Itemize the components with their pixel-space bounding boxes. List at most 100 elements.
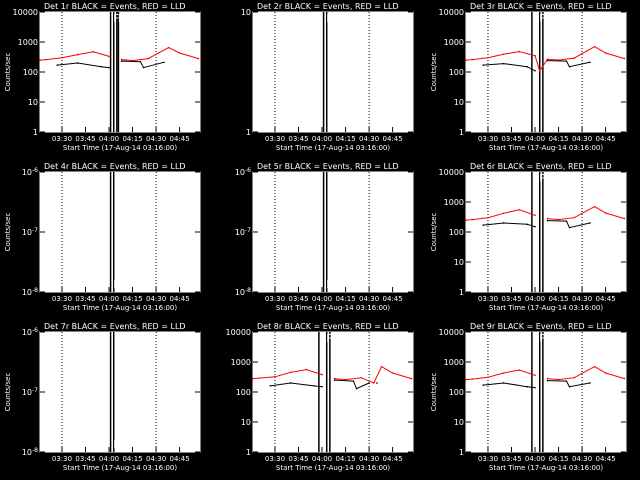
y-tick-label: 1 — [246, 448, 251, 457]
x-tick-label: 03:30 — [52, 295, 72, 303]
plot-area — [39, 171, 201, 293]
panel-det-9: Det 9r BLACK = Events, RED = LLD 1 10 100 10… — [430, 322, 627, 472]
lld-data-point — [120, 58, 123, 61]
x-tick-label: 04:30 — [146, 135, 166, 143]
plot-area — [465, 171, 627, 293]
y-axis-label: Counts/sec — [4, 373, 12, 412]
event-marker-label: F — [326, 12, 332, 25]
x-axis-label: Start Time (17-Aug-14 03:16:00) — [489, 144, 603, 152]
events-data-point — [568, 385, 571, 388]
events-data-point — [534, 386, 536, 389]
lld-data-point — [502, 372, 505, 374]
events-data-point — [139, 60, 142, 63]
x-tick-label: 04:00 — [312, 455, 332, 463]
x-tick-label: 04:30 — [359, 295, 379, 303]
x-tick-label: 04:45 — [383, 135, 403, 143]
x-tick-label: 04:00 — [525, 295, 545, 303]
event-marker-label: F — [539, 332, 545, 345]
y-tick-label: 1000 — [444, 38, 464, 47]
events-data-point — [482, 64, 485, 66]
events-series-line — [547, 220, 591, 229]
y-tick-label: 10 — [454, 258, 464, 267]
events-data-point — [100, 65, 102, 68]
y-tick-label: 1 — [33, 128, 38, 137]
y-tick-label: 1 — [459, 448, 464, 457]
event-marker-label: F — [326, 332, 332, 345]
lld-data-point — [465, 219, 467, 221]
y-tick-label: 10 — [241, 8, 251, 17]
lld-data-point — [344, 378, 347, 381]
x-tick-label: 04:15 — [122, 135, 142, 143]
lld-data-point — [593, 45, 596, 48]
panel-det-3: Det 3r BLACK = Events, RED = LLD 1 10 100 10… — [430, 2, 627, 152]
x-tick-label: 04:45 — [170, 135, 190, 143]
events-data-point — [333, 379, 336, 381]
y-tick-label: 10-8 — [235, 287, 251, 297]
panel-title: Det 8r BLACK = Events, RED = LLD — [257, 322, 399, 331]
lld-data-point — [487, 216, 489, 219]
y-tick-label: 10-7 — [235, 227, 251, 237]
y-tick-label: 10-6 — [235, 167, 251, 177]
y-tick-label: 10 — [241, 418, 251, 427]
events-data-point — [589, 61, 591, 64]
event-marker-label: E — [585, 12, 592, 25]
y-axis-label: Counts/sec — [430, 53, 438, 92]
lld-data-point — [623, 217, 626, 220]
x-tick-label: 04:45 — [596, 455, 616, 463]
x-axis-label: Start Time (17-Aug-14 03:16:00) — [276, 464, 390, 472]
events-data-point — [269, 385, 272, 387]
x-tick-label: 04:15 — [548, 135, 568, 143]
lld-series-line — [465, 369, 536, 381]
x-tick-label: 04:15 — [122, 455, 142, 463]
lld-data-point — [471, 58, 474, 61]
x-tick-label: 03:45 — [288, 135, 308, 143]
panel-title: Det 3r BLACK = Events, RED = LLD — [470, 2, 612, 11]
events-data-point — [142, 66, 145, 69]
x-tick-label: 03:30 — [265, 455, 285, 463]
panel-title: Det 9r BLACK = Events, RED = LLD — [470, 322, 612, 331]
x-tick-label: 03:30 — [478, 295, 498, 303]
y-tick-label: 10000 — [439, 8, 464, 17]
x-tick-label: 03:45 — [501, 295, 521, 303]
lld-data-point — [534, 54, 536, 57]
y-tick-label: 10000 — [439, 168, 464, 177]
plot-area — [465, 11, 627, 133]
panel-det-1: Det 1r BLACK = Events, RED = LLD 1 10 100 10… — [4, 2, 201, 152]
lld-data-point — [546, 58, 549, 60]
x-tick-label: 04:30 — [146, 295, 166, 303]
x-tick-label: 04:45 — [596, 295, 616, 303]
event-marker-label: E — [372, 12, 379, 25]
x-axis-label: Start Time (17-Aug-14 03:16:00) — [63, 464, 177, 472]
event-marker-label: E — [43, 438, 50, 451]
events-data-point — [534, 69, 536, 72]
panel-title: Det 6r BLACK = Events, RED = LLD — [470, 162, 612, 171]
panel-det-8: Det 8r BLACK = Events, RED = LLD 1 10 100 10… — [226, 322, 414, 472]
event-marker-label: E — [585, 172, 592, 185]
events-data-point — [546, 219, 549, 222]
events-data-point — [589, 222, 591, 224]
panel-title: Det 7r BLACK = Events, RED = LLD — [44, 322, 186, 331]
y-tick-label: 10-7 — [22, 387, 38, 397]
x-axis-label: Start Time (17-Aug-14 03:16:00) — [63, 144, 177, 152]
events-data-point — [565, 380, 568, 382]
lld-data-point — [518, 50, 521, 53]
y-tick-label: 10 — [28, 98, 38, 107]
x-axis-label: Start Time (17-Aug-14 03:16:00) — [276, 304, 390, 312]
y-axis-label: Counts/sec — [4, 213, 12, 252]
lld-data-point — [465, 59, 467, 61]
y-tick-label: 10000 — [439, 328, 464, 337]
event-marker-label: E — [372, 278, 379, 291]
event-marker-label: E — [43, 278, 50, 291]
lld-data-point — [258, 377, 261, 379]
x-tick-label: 03:30 — [52, 455, 72, 463]
lld-series-line — [121, 47, 199, 62]
y-tick-label: 10000 — [226, 328, 251, 337]
events-series-line — [483, 222, 536, 228]
events-data-point — [502, 62, 505, 65]
events-data-point — [526, 65, 528, 68]
lld-data-point — [546, 377, 549, 380]
y-tick-label: 100 — [236, 388, 251, 397]
y-tick-label: 10-8 — [22, 447, 38, 457]
